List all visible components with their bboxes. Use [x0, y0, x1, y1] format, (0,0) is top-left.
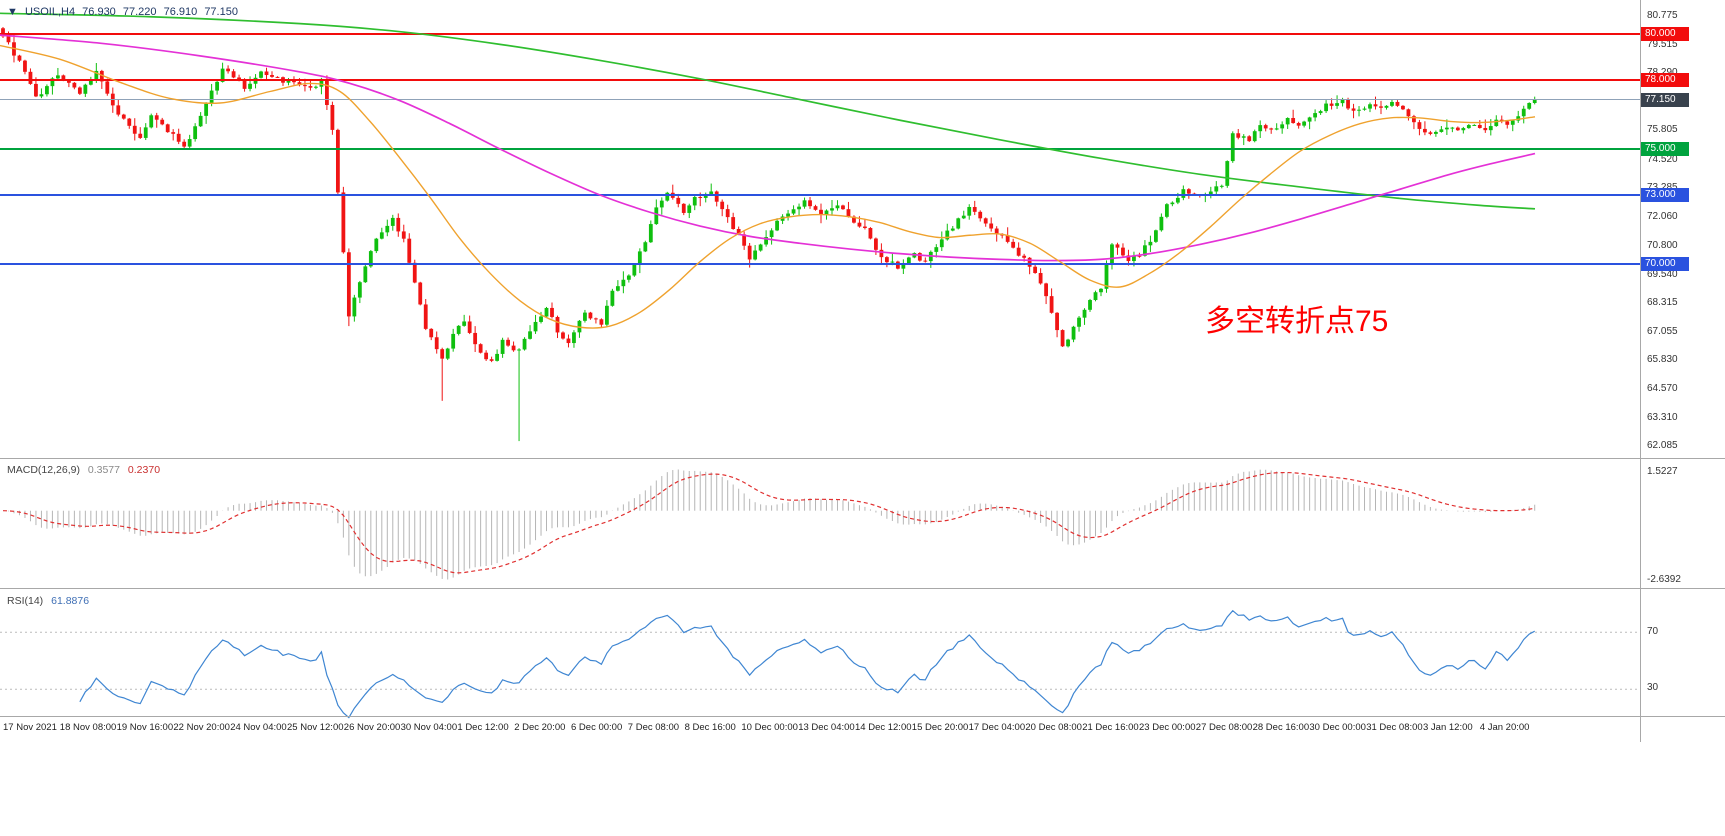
chart-annotation-text[interactable]: 多空转折点75: [1205, 305, 1389, 338]
macd-scale-max-label: 1.5227: [1647, 466, 1678, 477]
macd-signal-line: [2, 471, 1535, 574]
macd-histogram: [7, 469, 1536, 580]
rsi-level-30-label: 30: [1647, 682, 1659, 693]
rsi-value: 61.8876: [51, 595, 90, 607]
ohlc-low: 76.910: [163, 6, 198, 18]
rsi-name: RSI(14): [7, 595, 44, 607]
rsi-line: [79, 609, 1535, 719]
ma-long-line: [0, 12, 1536, 210]
price-level-lines: [0, 33, 1640, 265]
symbol-ohlc-label: ▼ USOIL,H4 76.930 77.220 76.910 77.150: [7, 6, 242, 18]
candlesticks: [1, 26, 1537, 442]
rsi-level-70-label: 70: [1647, 626, 1659, 637]
macd-scale-min-label: -2.6392: [1647, 574, 1681, 585]
macd-main-value: 0.3577: [87, 464, 120, 476]
ohlc-high: 77.220: [122, 6, 157, 18]
ohlc-open: 76.930: [82, 6, 116, 18]
symbol-name: USOIL,H4: [24, 6, 76, 18]
rsi-indicator-label: RSI(14) 61.8876: [7, 595, 89, 607]
symbol-marker-icon: ▼: [7, 6, 18, 18]
ohlc-close: 77.150: [204, 6, 238, 18]
ma-medium-line: [0, 34, 1536, 262]
macd-signal-value: 0.2370: [127, 464, 161, 476]
ma-short-line: [0, 44, 1536, 329]
macd-name: MACD(12,26,9): [7, 464, 80, 476]
macd-indicator-label: MACD(12,26,9) 0.3577 0.2370: [7, 464, 160, 476]
